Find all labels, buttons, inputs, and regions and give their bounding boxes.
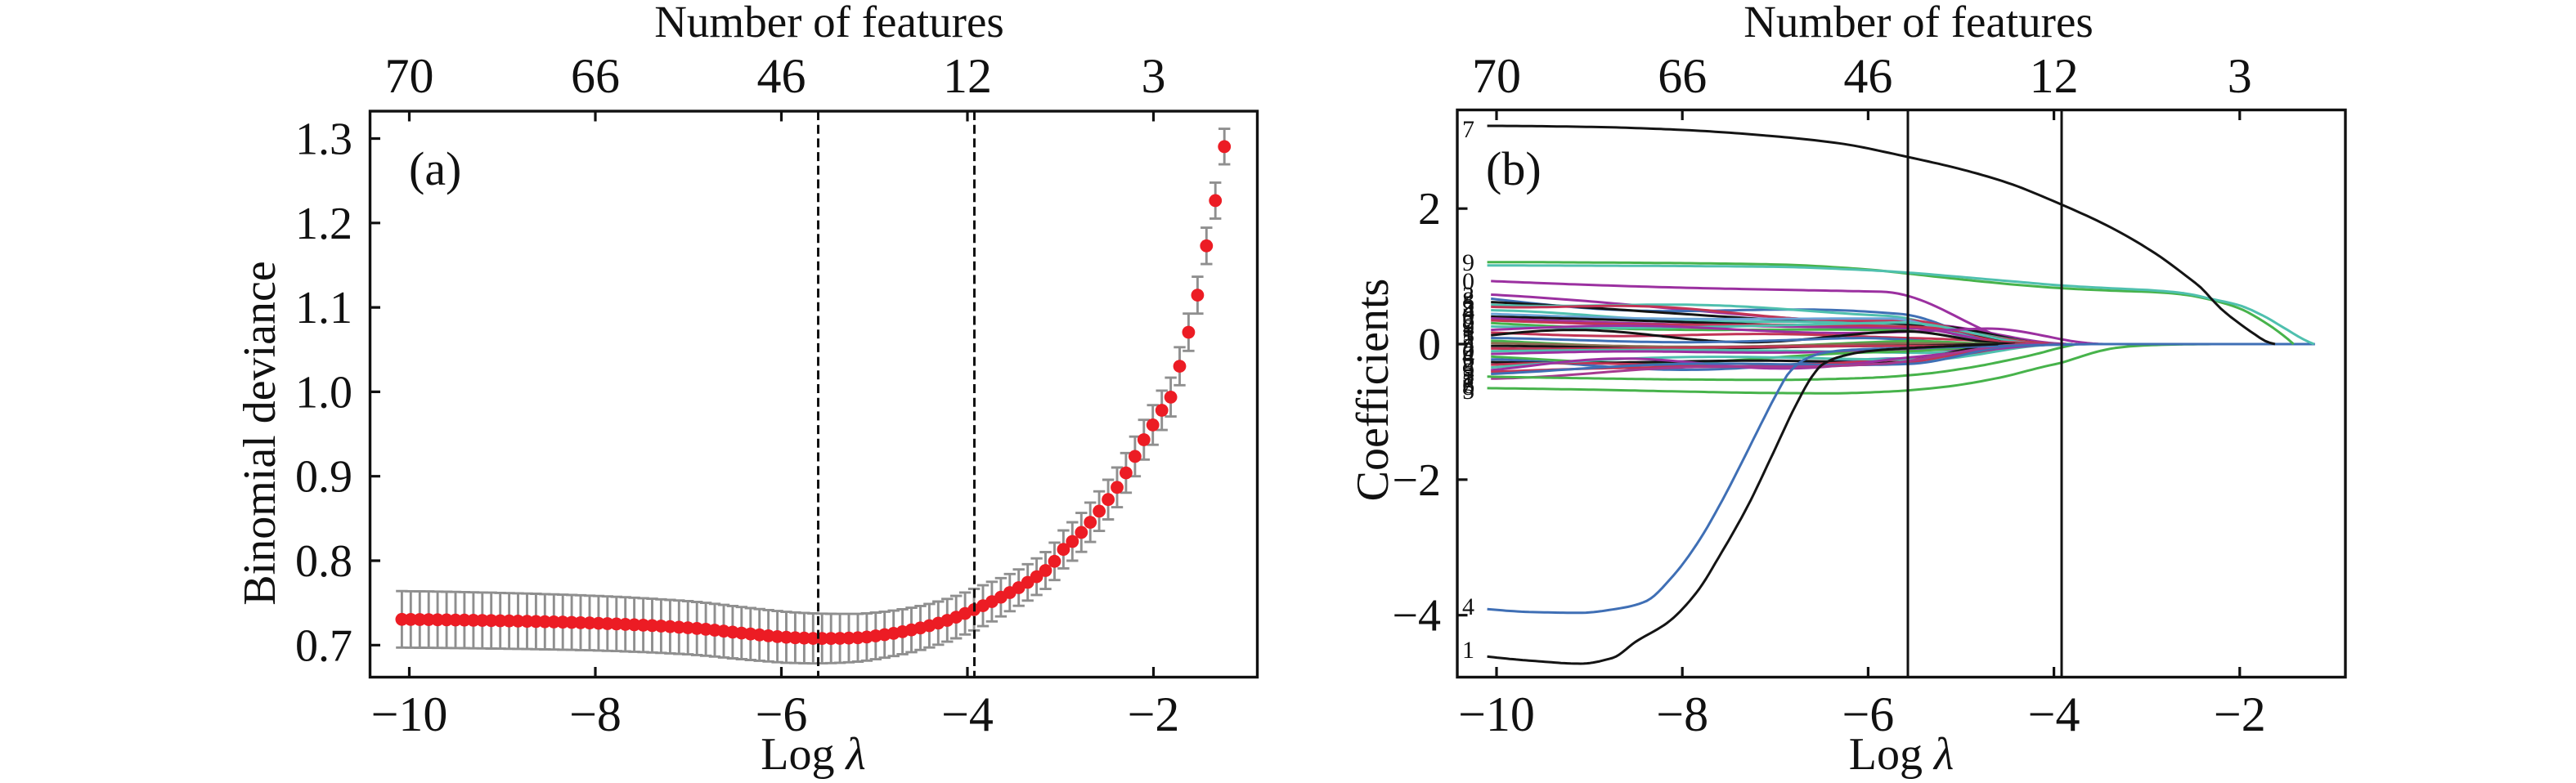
svg-text:2: 2: [1462, 350, 1474, 377]
svg-text:−10: −10: [1458, 687, 1535, 741]
svg-text:9: 9: [1462, 249, 1474, 276]
svg-text:0.8: 0.8: [295, 536, 352, 587]
svg-text:1: 1: [1462, 366, 1474, 393]
svg-text:0.7: 0.7: [295, 620, 352, 671]
svg-text:3: 3: [1462, 362, 1474, 389]
svg-text:0.9: 0.9: [295, 452, 352, 503]
svg-text:7: 7: [1462, 116, 1474, 143]
svg-text:−4: −4: [941, 687, 994, 741]
svg-text:46: 46: [757, 49, 806, 103]
svg-text:1.3: 1.3: [295, 114, 352, 165]
svg-text:8: 8: [1462, 374, 1474, 400]
svg-text:2: 2: [1462, 282, 1474, 309]
svg-text:2: 2: [1418, 184, 1441, 235]
svg-text:3: 3: [1462, 330, 1474, 357]
svg-text:0: 0: [1462, 338, 1474, 365]
svg-text:12: 12: [943, 49, 992, 103]
svg-text:4: 4: [1462, 593, 1474, 620]
svg-text:0: 0: [1462, 268, 1474, 295]
svg-text:4: 4: [1462, 298, 1474, 325]
svg-text:1.1: 1.1: [295, 283, 352, 333]
svg-text:70: 70: [385, 49, 434, 103]
svg-text:Log λ: Log λ: [761, 729, 865, 779]
svg-text:−6: −6: [756, 687, 808, 741]
svg-text:Log λ: Log λ: [1849, 729, 1954, 779]
svg-text:1: 1: [1462, 637, 1474, 664]
svg-text:9: 9: [1462, 315, 1474, 342]
svg-text:Number of features: Number of features: [654, 0, 1004, 47]
svg-text:4: 4: [1462, 342, 1474, 369]
svg-text:8: 8: [1462, 334, 1474, 361]
svg-text:−2: −2: [2214, 687, 2266, 741]
svg-text:5: 5: [1462, 322, 1474, 349]
svg-text:Coefficients: Coefficients: [1348, 279, 1398, 502]
svg-text:66: 66: [571, 49, 620, 103]
svg-text:3: 3: [1142, 49, 1166, 103]
svg-text:5: 5: [1462, 291, 1474, 318]
svg-text:−8: −8: [569, 687, 622, 741]
svg-text:1: 1: [1462, 319, 1474, 346]
svg-text:3: 3: [2228, 49, 2252, 103]
svg-text:−8: −8: [1656, 687, 1708, 741]
svg-text:−4: −4: [2028, 687, 2080, 741]
svg-text:1.0: 1.0: [295, 367, 352, 418]
svg-text:Number of features: Number of features: [1744, 0, 2094, 47]
svg-text:9: 9: [1462, 358, 1474, 385]
svg-text:3: 3: [1462, 295, 1474, 322]
svg-text:6: 6: [1462, 346, 1474, 373]
svg-text:0: 0: [1418, 320, 1441, 370]
svg-text:Binomial deviance: Binomial deviance: [235, 261, 285, 605]
svg-text:1.2: 1.2: [295, 199, 352, 249]
svg-text:8: 8: [1462, 287, 1474, 314]
svg-text:70: 70: [1472, 49, 1521, 103]
svg-text:0: 0: [1462, 302, 1474, 329]
svg-text:(a): (a): [409, 142, 461, 195]
svg-text:−2: −2: [1392, 455, 1441, 506]
svg-text:(b): (b): [1486, 142, 1542, 195]
svg-text:−10: −10: [371, 687, 448, 741]
svg-text:7: 7: [1462, 369, 1474, 396]
svg-text:−6: −6: [1842, 687, 1894, 741]
svg-text:12: 12: [2030, 49, 2079, 103]
svg-text:5: 5: [1462, 354, 1474, 381]
svg-text:46: 46: [1843, 49, 1892, 103]
svg-text:66: 66: [1658, 49, 1707, 103]
svg-text:−4: −4: [1392, 591, 1441, 642]
svg-text:2: 2: [1462, 311, 1474, 338]
svg-text:−2: −2: [1128, 687, 1180, 741]
svg-text:5: 5: [1462, 378, 1474, 405]
svg-text:6: 6: [1462, 372, 1474, 399]
svg-text:6: 6: [1462, 306, 1474, 333]
svg-text:7: 7: [1462, 326, 1474, 353]
